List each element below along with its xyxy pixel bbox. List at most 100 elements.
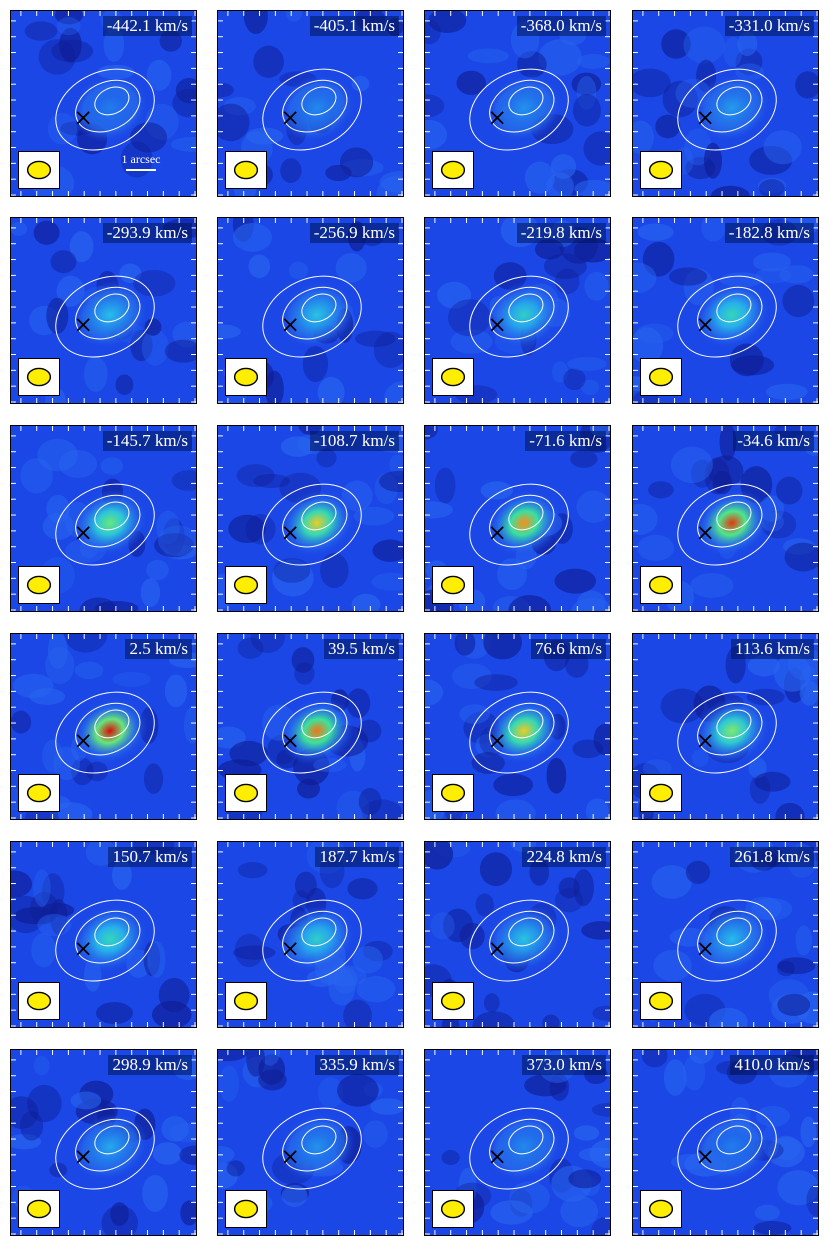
contour-line (75, 910, 141, 964)
emission-peak (71, 1112, 149, 1181)
contour-line (508, 917, 544, 947)
contour-line (489, 286, 555, 340)
cross-marker-icon (490, 734, 504, 748)
contour-line (94, 501, 130, 531)
contour-line (262, 68, 362, 151)
beam-ellipse-icon (432, 151, 474, 189)
channel-panel: 373.0 km/s (424, 1049, 611, 1236)
contour-line (677, 899, 777, 982)
contour-line (301, 86, 337, 116)
contour-line (262, 1107, 362, 1190)
contour-line (697, 910, 763, 964)
channel-map-image (218, 634, 403, 819)
beam-ellipse-icon (225, 982, 267, 1020)
contour-line (55, 1107, 155, 1190)
emission-peak (693, 280, 771, 349)
emission-peak (485, 904, 563, 973)
channel-panel: 187.7 km/s (217, 841, 404, 1028)
beam-ellipse-icon (432, 1190, 474, 1228)
cross-marker-icon (698, 111, 712, 125)
contour-line (75, 286, 141, 340)
beam-ellipse-icon (225, 1190, 267, 1228)
beam-ellipse-icon (432, 358, 474, 396)
contour-line (677, 691, 777, 774)
velocity-label: -34.6 km/s (733, 431, 814, 451)
velocity-label: -182.8 km/s (724, 223, 814, 243)
velocity-label: -256.9 km/s (309, 223, 399, 243)
channel-map-image (218, 842, 403, 1027)
contour-line (469, 483, 569, 566)
cross-marker-icon (698, 526, 712, 540)
contour-line (55, 483, 155, 566)
cross-marker-icon (283, 526, 297, 540)
channel-panel: -219.8 km/s (424, 217, 611, 404)
emission-peak (485, 280, 563, 349)
cross-marker-icon (283, 1150, 297, 1164)
contour-line (262, 899, 362, 982)
channel-panel: -331.0 km/s (632, 10, 819, 197)
beam-ellipse-icon (640, 1190, 682, 1228)
emission-peak (278, 1112, 356, 1181)
scale-bar-line (126, 169, 156, 171)
contour-line (697, 494, 763, 548)
channel-map-image (633, 11, 818, 196)
channel-panel: 335.9 km/s (217, 1049, 404, 1236)
cross-marker-icon (490, 942, 504, 956)
contour-line (716, 86, 752, 116)
velocity-label: 261.8 km/s (730, 847, 814, 867)
velocity-label: -331.0 km/s (724, 16, 814, 36)
emission-peak (71, 696, 149, 765)
channel-panel: 224.8 km/s (424, 841, 611, 1028)
cross-marker-icon (490, 318, 504, 332)
cross-marker-icon (490, 1150, 504, 1164)
contour-line (677, 1107, 777, 1190)
beam-ellipse-icon (640, 566, 682, 604)
channel-map-image (11, 842, 196, 1027)
contour-line (508, 1125, 544, 1155)
channel-panel: -108.7 km/s (217, 425, 404, 612)
channel-map-image (425, 218, 610, 403)
channel-panel: -293.9 km/s (10, 217, 197, 404)
emission-peak (693, 904, 771, 973)
velocity-label: -219.8 km/s (516, 223, 606, 243)
cross-marker-icon (76, 942, 90, 956)
contour-line (94, 917, 130, 947)
cross-marker-icon (698, 942, 712, 956)
velocity-label: 187.7 km/s (315, 847, 399, 867)
contour-line (262, 275, 362, 358)
beam-ellipse-icon (18, 151, 60, 189)
velocity-label: -442.1 km/s (102, 16, 192, 36)
beam-ellipse-icon (18, 358, 60, 396)
channel-panel: 113.6 km/s (632, 633, 819, 820)
beam-ellipse-icon (225, 774, 267, 812)
scale-bar-label: 1 arcsec (121, 152, 161, 166)
contour-line (262, 483, 362, 566)
contour-line (716, 917, 752, 947)
velocity-label: 2.5 km/s (125, 639, 192, 659)
channel-panel: 39.5 km/s (217, 633, 404, 820)
contour-line (282, 702, 348, 756)
contour-line (469, 1107, 569, 1190)
velocity-label: 113.6 km/s (731, 639, 814, 659)
cross-marker-icon (283, 111, 297, 125)
channel-map-image (633, 634, 818, 819)
emission-peak (693, 1112, 771, 1181)
emission-peak (693, 696, 771, 765)
contour-line (282, 494, 348, 548)
cross-marker-icon (698, 1150, 712, 1164)
contour-line (508, 293, 544, 323)
cross-marker-icon (698, 734, 712, 748)
beam-ellipse-icon (225, 151, 267, 189)
contour-line (282, 910, 348, 964)
beam-ellipse-icon (18, 774, 60, 812)
contour-line (716, 1125, 752, 1155)
contour-line (75, 1118, 141, 1172)
contour-line (677, 68, 777, 151)
contour-line (508, 709, 544, 739)
contour-line (301, 709, 337, 739)
contour-line (55, 691, 155, 774)
emission-peak (278, 488, 356, 557)
velocity-label: -405.1 km/s (309, 16, 399, 36)
contour-line (282, 286, 348, 340)
contour-line (508, 86, 544, 116)
